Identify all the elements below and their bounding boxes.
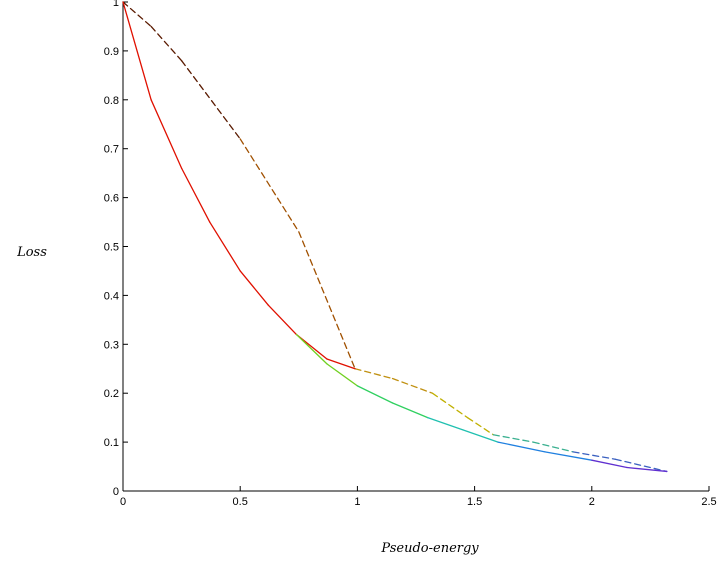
series-segment	[180, 60, 241, 140]
axes: 0 0.5 1 1.5 2 2.5 0 0.1 0.2 0.3 0.4 0.5 0.6 0.7 0.8 0.9…	[104, 0, 717, 508]
series-segment	[209, 221, 241, 272]
series-line	[122, 1, 356, 370]
series-segment	[492, 434, 534, 443]
series-layer	[122, 1, 668, 473]
y-axis-label: Loss	[16, 245, 47, 260]
x-tick-label: 1	[354, 496, 360, 508]
y-tick-label: 0	[113, 486, 119, 498]
x-tick-label: 0	[120, 496, 126, 508]
series-segment	[626, 466, 668, 473]
series-segment	[239, 270, 269, 306]
series-segment	[391, 402, 429, 419]
series-segment	[326, 358, 356, 370]
x-tick-label: 0.5	[233, 496, 248, 508]
series-line	[122, 1, 668, 473]
y-tick-label: 0.7	[104, 144, 119, 156]
y-tick-label: 0.6	[104, 193, 119, 205]
series-segment	[122, 1, 152, 28]
series-segment	[591, 459, 628, 469]
y-tick-label: 0.1	[104, 437, 119, 449]
series-segment	[391, 377, 434, 394]
series-segment	[462, 429, 499, 443]
series-segment	[267, 304, 298, 336]
series-segment	[150, 25, 183, 62]
y-tick-label: 0.8	[104, 95, 119, 107]
y-tick-label: 0.3	[104, 339, 119, 351]
series-segment	[122, 1, 152, 101]
series-line	[295, 333, 668, 473]
series-segment	[295, 333, 328, 365]
series-segment	[354, 368, 394, 380]
x-tick-label: 2.5	[701, 496, 716, 508]
series-segment	[326, 363, 359, 387]
series-segment	[298, 231, 356, 370]
series-segment	[431, 392, 469, 419]
series-segment	[356, 385, 394, 404]
x-tick-label: 1.5	[467, 496, 482, 508]
series-segment	[180, 167, 211, 223]
series-segment	[532, 441, 574, 453]
x-axis-label: Pseudo-energy	[380, 541, 479, 556]
y-tick-label: 0.5	[104, 242, 119, 254]
series-segment	[572, 451, 616, 460]
series-segment	[466, 416, 495, 436]
series-segment	[497, 441, 546, 453]
series-segment	[427, 416, 464, 431]
y-tick-label: 0.2	[104, 388, 119, 400]
series-segment	[150, 99, 183, 169]
series-segment	[239, 138, 300, 233]
series-segment	[614, 458, 668, 473]
series-segment	[544, 451, 593, 461]
y-tick-label: 0.9	[104, 46, 119, 58]
y-tick-label: 0.4	[104, 290, 119, 302]
y-tick-label: 1	[113, 0, 119, 9]
x-tick-label: 2	[589, 496, 595, 508]
